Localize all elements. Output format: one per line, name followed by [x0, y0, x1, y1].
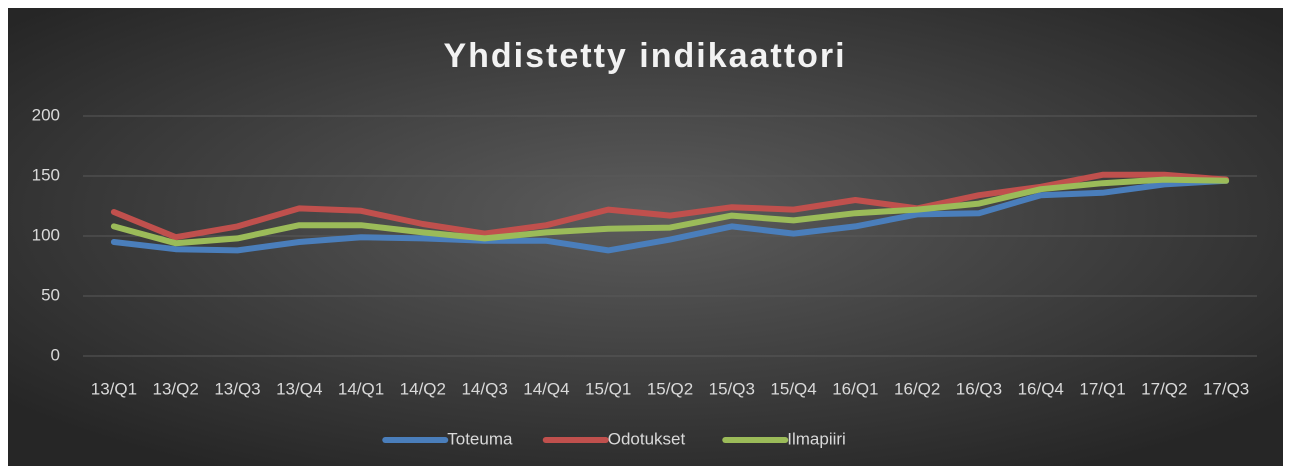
line-series [110, 177, 1230, 254]
x-tick-label: 14/Q2 [400, 379, 446, 398]
x-tick-label: 16/Q4 [1018, 379, 1064, 398]
y-tick-label: 50 [41, 285, 60, 304]
x-tick-label: 15/Q1 [585, 379, 631, 398]
x-tick-label: 16/Q3 [956, 379, 1002, 398]
y-tick-label: 100 [32, 225, 60, 244]
chart-title: Yhdistetty indikaattori [443, 37, 846, 75]
x-tick-label: 16/Q2 [894, 379, 940, 398]
x-tick-label: 14/Q1 [338, 379, 384, 398]
x-tick-label: 14/Q3 [461, 379, 507, 398]
x-tick-label: 13/Q4 [276, 379, 322, 398]
x-tick-label: 13/Q2 [153, 379, 199, 398]
legend-label: Toteuma [447, 429, 513, 448]
x-tick-label: 13/Q1 [91, 379, 137, 398]
x-tick-label: 15/Q2 [647, 379, 693, 398]
x-tick-label: 17/Q3 [1203, 379, 1249, 398]
legend-label: Ilmapiiri [787, 429, 846, 448]
y-tick-label: 150 [32, 165, 60, 184]
x-tick-label: 17/Q2 [1141, 379, 1187, 398]
x-tick-label: 15/Q4 [770, 379, 816, 398]
x-tick-label: 13/Q3 [214, 379, 260, 398]
y-tick-label: 0 [51, 345, 60, 364]
x-tick-label: 14/Q4 [523, 379, 569, 398]
x-tick-label: 17/Q1 [1079, 379, 1125, 398]
x-tick-label: 16/Q1 [832, 379, 878, 398]
legend-label: Odotukset [608, 429, 686, 448]
x-tick-label: 15/Q3 [709, 379, 755, 398]
line-series [110, 176, 1230, 247]
y-tick-label: 200 [32, 105, 60, 124]
